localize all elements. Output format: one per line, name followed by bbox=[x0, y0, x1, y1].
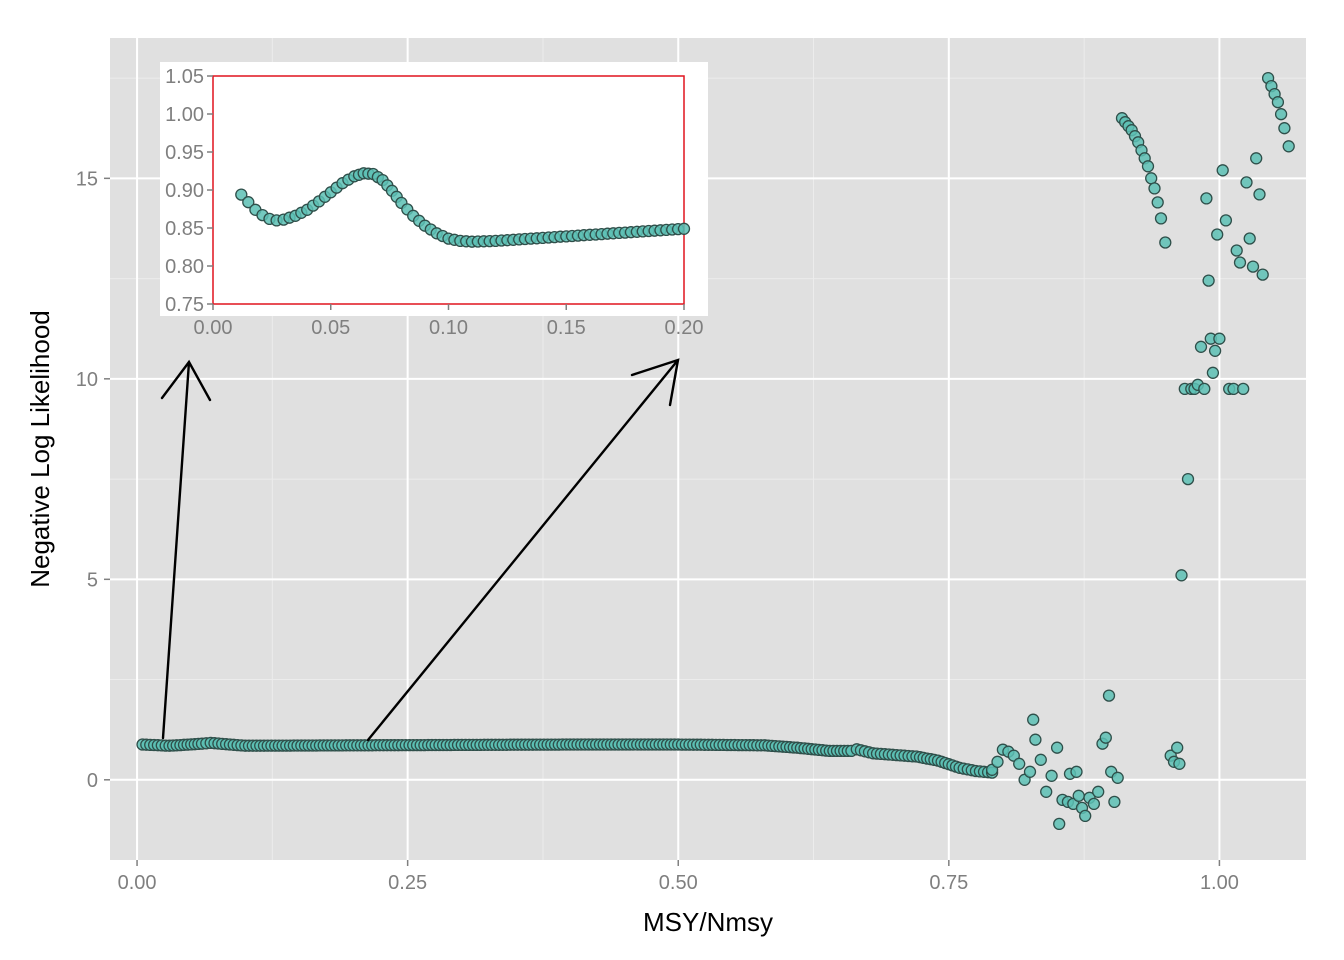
y-tick-label: 5 bbox=[87, 569, 98, 591]
zoom-arrows bbox=[160, 358, 680, 742]
y-tick-label: 10 bbox=[76, 369, 98, 391]
main-points bbox=[136, 71, 1295, 831]
data-point bbox=[1108, 795, 1121, 809]
data-point bbox=[1145, 172, 1158, 185]
data-point bbox=[1282, 140, 1295, 153]
data-point bbox=[1271, 96, 1285, 109]
data-point bbox=[1040, 785, 1053, 798]
x-tick-label: 1.00 bbox=[1200, 872, 1239, 894]
data-point bbox=[1079, 809, 1092, 823]
y-tick-label: 0 bbox=[87, 770, 98, 792]
arrow-left bbox=[160, 359, 212, 740]
data-point bbox=[991, 755, 1004, 768]
data-point bbox=[1256, 268, 1269, 281]
data-point bbox=[1237, 382, 1250, 396]
inset-data-point bbox=[242, 196, 255, 209]
data-point bbox=[1151, 196, 1164, 209]
data-point bbox=[1208, 344, 1222, 357]
data-point bbox=[1023, 765, 1037, 778]
data-point bbox=[1243, 232, 1256, 245]
data-point bbox=[1050, 741, 1064, 754]
data-point bbox=[1029, 733, 1042, 746]
inset-y-tick-label: 1.00 bbox=[165, 104, 204, 126]
inset-data-point bbox=[677, 222, 691, 235]
inset-x-tick-label: 0.15 bbox=[547, 317, 586, 339]
x-tick-label: 0.75 bbox=[929, 872, 968, 894]
inset-axes: 0.00 0.05 0.10 0.15 0.20 0.75 0.80 0.85 0.90 0.95… bbox=[165, 66, 703, 339]
data-point bbox=[1034, 753, 1047, 766]
data-point bbox=[1233, 256, 1247, 269]
data-point bbox=[1246, 260, 1260, 273]
data-point bbox=[1278, 122, 1291, 135]
data-point bbox=[1154, 212, 1168, 225]
data-point bbox=[1053, 817, 1066, 831]
data-point bbox=[1111, 771, 1124, 784]
inset-x-tick-label: 0.05 bbox=[311, 317, 350, 339]
data-point bbox=[1253, 188, 1266, 201]
data-point bbox=[1181, 472, 1195, 486]
main-axes: 0.00 0.25 0.50 0.75 1.00 0 5 10 15 bbox=[76, 168, 1239, 894]
data-point bbox=[1213, 332, 1226, 345]
data-point bbox=[1202, 274, 1215, 287]
x-tick-label: 0.00 bbox=[118, 872, 157, 894]
x-tick-label: 0.50 bbox=[659, 872, 698, 894]
y-axis-title: Negative Log Likelihood bbox=[25, 310, 55, 588]
data-point bbox=[1092, 785, 1105, 798]
y-tick-label: 15 bbox=[76, 168, 98, 190]
data-point bbox=[1216, 164, 1229, 177]
x-axis-title: MSY/Nmsy bbox=[643, 907, 773, 937]
data-point bbox=[1099, 731, 1112, 744]
data-point bbox=[1250, 152, 1263, 165]
inset-y-tick-label: 0.95 bbox=[165, 142, 204, 164]
data-point bbox=[1102, 689, 1116, 702]
inset-frame bbox=[212, 75, 685, 305]
x-tick-label: 0.25 bbox=[388, 872, 427, 894]
data-point bbox=[1206, 366, 1220, 379]
data-point bbox=[1175, 569, 1188, 582]
data-point bbox=[1198, 382, 1211, 396]
data-point bbox=[1072, 789, 1085, 802]
data-point bbox=[1159, 236, 1172, 249]
data-point bbox=[1013, 757, 1026, 770]
data-point bbox=[1148, 182, 1161, 195]
data-point bbox=[1194, 340, 1208, 353]
data-point bbox=[1230, 244, 1243, 257]
arrow-right bbox=[366, 358, 680, 742]
data-point bbox=[1027, 713, 1040, 726]
data-point bbox=[1173, 757, 1186, 770]
data-point bbox=[1171, 741, 1184, 754]
inset-x-tick-label: 0.00 bbox=[194, 317, 233, 339]
data-point bbox=[1045, 769, 1058, 782]
data-point bbox=[1070, 765, 1083, 778]
inset-data-point bbox=[235, 188, 248, 201]
data-point bbox=[1240, 176, 1253, 189]
inset-y-tick-label: 0.90 bbox=[165, 180, 204, 202]
data-point bbox=[1141, 160, 1155, 173]
inset-x-tick-label: 0.20 bbox=[665, 317, 704, 339]
data-point bbox=[1200, 192, 1213, 205]
inset-y-tick-label: 0.80 bbox=[165, 256, 204, 278]
inset-x-tick-label: 0.10 bbox=[429, 317, 468, 339]
data-point bbox=[1219, 214, 1233, 227]
data-point bbox=[1087, 797, 1101, 811]
inset-y-tick-label: 0.85 bbox=[165, 218, 204, 240]
data-point bbox=[1211, 228, 1224, 241]
data-point bbox=[1274, 108, 1288, 121]
inset-points bbox=[235, 167, 691, 248]
inset-y-tick-label: 0.75 bbox=[165, 294, 204, 316]
inset-y-tick-label: 1.05 bbox=[165, 66, 204, 88]
